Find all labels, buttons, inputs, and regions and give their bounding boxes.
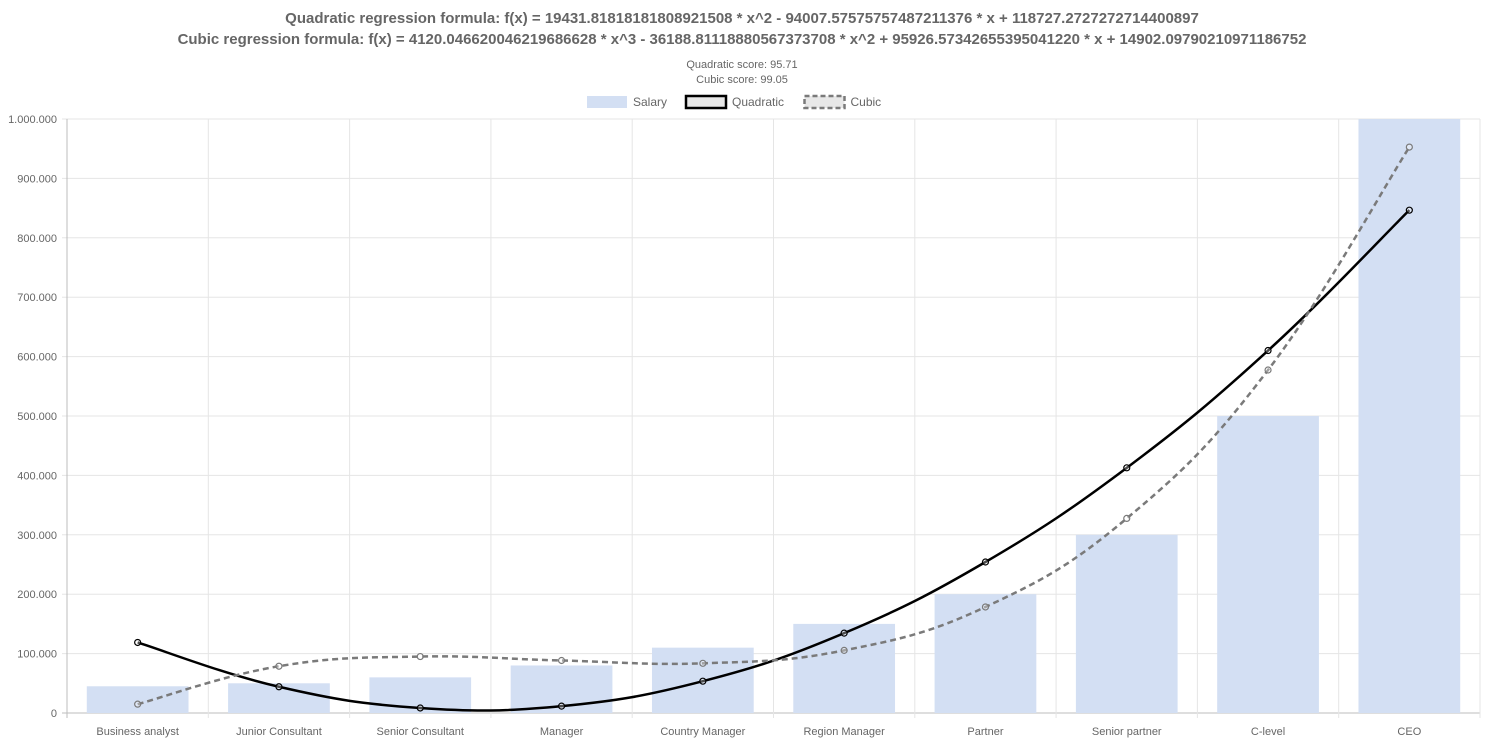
salary-bar (1358, 119, 1461, 713)
quadratic-point (1123, 464, 1131, 472)
y-tick-label: 900.000 (17, 173, 57, 185)
cubic-point (981, 603, 990, 611)
legend-label-salary: Salary (633, 95, 667, 109)
salary-bars (86, 119, 1461, 713)
grid (62, 118, 1481, 718)
chart-title-line: Quadratic regression formula: f(x) = 194… (285, 10, 1199, 27)
salary-bar (934, 594, 1037, 713)
x-tick-label: Senior partner (1092, 726, 1162, 738)
x-tick-label: CEO (1397, 726, 1421, 738)
quadratic-point (1264, 346, 1272, 355)
cubic-score: Cubic score: 99.05 (696, 74, 788, 86)
x-tick-label: Senior Consultant (377, 726, 464, 738)
x-tick-label: Manager (540, 726, 584, 738)
x-tick-label: Junior Consultant (236, 726, 322, 738)
x-axis-ticks: Business analyst Junior Consultant Senior … (96, 726, 1421, 738)
legend-swatch-quadratic (684, 94, 728, 110)
quadratic-point (1405, 206, 1413, 214)
y-tick-label: 500.000 (17, 411, 57, 423)
legend-label-quadratic: Quadratic (732, 95, 784, 109)
quadratic-point (134, 638, 142, 647)
x-tick-label: C-level (1251, 726, 1285, 738)
y-tick-label: 100.000 (17, 649, 57, 661)
quadratic-point (840, 629, 848, 637)
y-tick-label: 400.000 (17, 470, 57, 482)
y-tick-label: 0 (51, 708, 57, 720)
y-tick-label: 1.000.000 (8, 114, 57, 126)
cubic-point (275, 662, 283, 670)
y-axis-ticks: 0 100.000 200.000 300.000 400.000 500.000 600.… (8, 114, 57, 720)
y-tick-label: 800.000 (17, 233, 57, 245)
quadratic-point (981, 558, 990, 566)
salary-bar (793, 623, 896, 713)
quadratic-point (699, 677, 707, 685)
chart-subtitle: Quadratic score: 95.71 Cubic score: 99.0… (686, 59, 797, 86)
legend-swatch-salary (587, 96, 627, 108)
cubic-point (1264, 366, 1272, 374)
y-tick-label: 600.000 (17, 352, 57, 364)
chart-title-line: Cubic regression formula: f(x) = 4120.04… (178, 31, 1307, 48)
chart-title: Quadratic regression formula: f(x) = 194… (178, 10, 1307, 48)
cubic-point (840, 646, 848, 654)
cubic-line (137, 146, 1411, 706)
y-tick-label: 700.000 (17, 292, 57, 304)
y-tick-label: 200.000 (17, 589, 57, 601)
legend: Salary Quadratic Cubic (587, 94, 882, 110)
salary-bar (228, 683, 330, 713)
cubic-point (557, 656, 566, 665)
x-tick-label: Business analyst (96, 726, 179, 738)
y-tick-label: 300.000 (17, 530, 57, 542)
cubic-point (1123, 514, 1131, 523)
cubic-point (1405, 143, 1413, 151)
x-tick-label: Region Manager (803, 726, 885, 738)
cubic-point (416, 652, 424, 661)
quadratic-point (557, 702, 566, 710)
legend-label-cubic: Cubic (851, 95, 882, 109)
salary-bar (1217, 416, 1319, 713)
legend-swatch-cubic (803, 94, 846, 110)
quadratic-line (137, 209, 1411, 712)
x-tick-label: Partner (967, 726, 1003, 738)
salary-bar (1075, 534, 1178, 713)
regression-lines (134, 143, 1413, 712)
salary-bar (86, 686, 189, 713)
cubic-point (134, 700, 142, 708)
quadratic-point (416, 704, 424, 712)
cubic-point (699, 659, 707, 667)
quadratic-score: Quadratic score: 95.71 (686, 59, 797, 71)
quadratic-point (275, 683, 283, 691)
x-tick-label: Country Manager (660, 726, 745, 738)
